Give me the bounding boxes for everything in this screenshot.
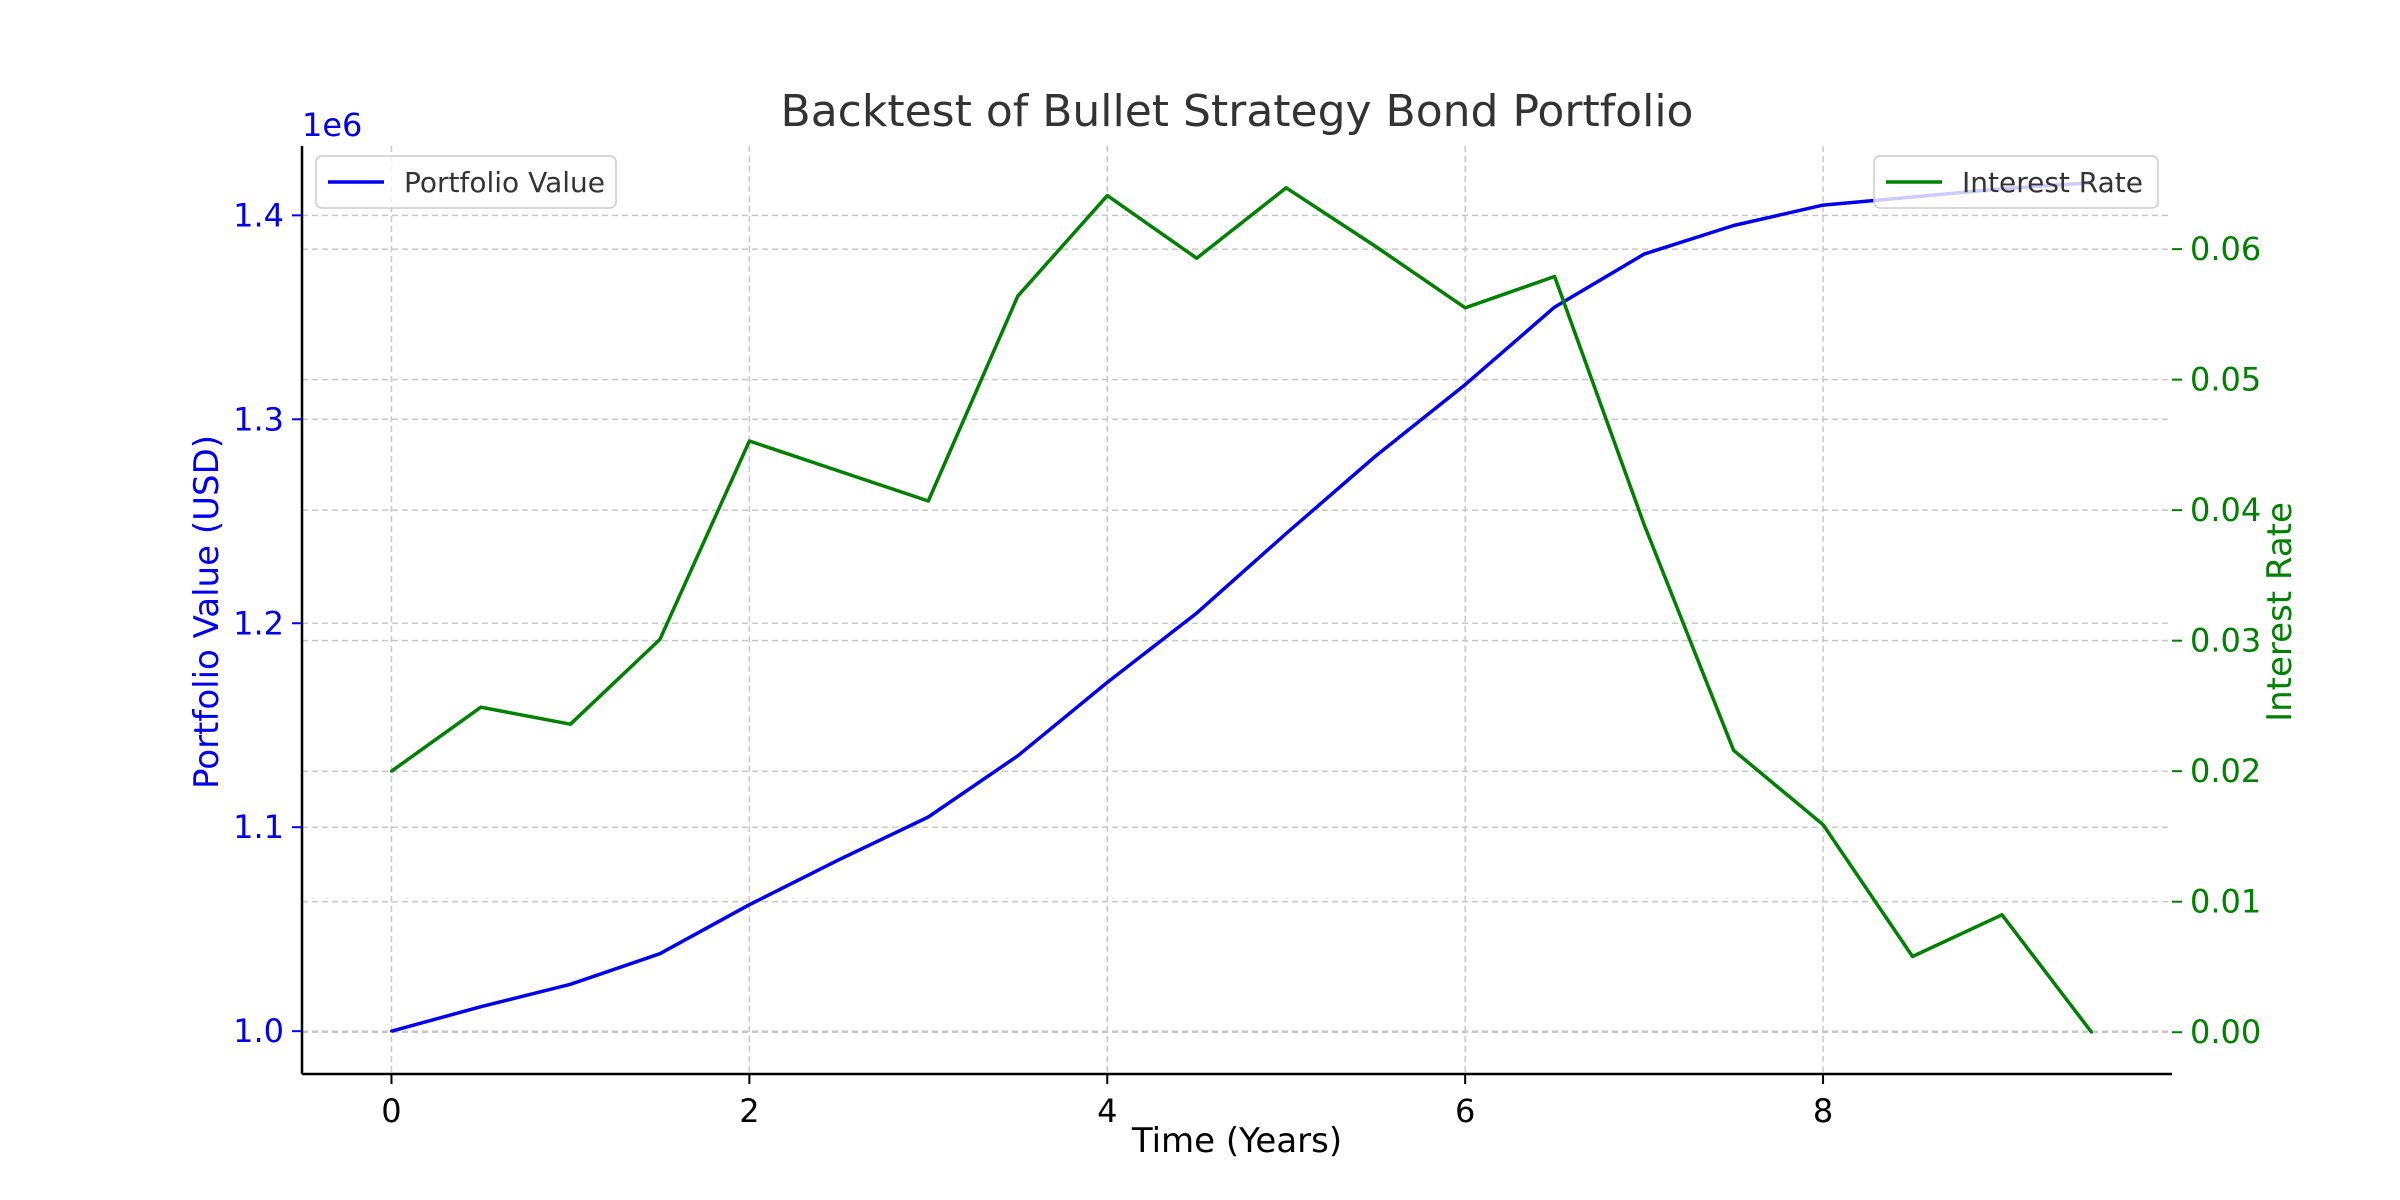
axis-layer: 0 2 4 6 8 1.0 1.1 1.2 1.3 1.4 0.00 0.01 0.02 0.03 0.04…: [233, 146, 2261, 1130]
y-axis-right-label: Interest Rate: [2260, 502, 2300, 722]
series-layer: [389, 180, 2093, 1034]
data-point-interest-rate-0: [389, 769, 393, 773]
x-axis-label: Time (Years): [1131, 1121, 1342, 1161]
data-point-portfolio-value-7: [1016, 754, 1020, 758]
data-point-portfolio-value-1: [479, 1005, 483, 1009]
legend-label-left: Portfolio Value: [404, 166, 605, 199]
data-point-portfolio-value-10: [1284, 532, 1288, 536]
data-point-interest-rate-18: [2000, 913, 2004, 917]
grid-layer: [302, 146, 2172, 1074]
y-right-tick-label-6: 0.06: [2190, 230, 2261, 268]
data-point-interest-rate-16: [1821, 823, 1825, 827]
x-tick-label-4: 8: [1813, 1092, 1833, 1130]
data-point-interest-rate-1: [479, 705, 483, 709]
legend-box-right: [1873, 155, 2159, 209]
y-left-tick-label-3: 1.3: [233, 400, 284, 438]
legend-layer: Portfolio Value Interest Rate: [315, 155, 2159, 209]
data-point-portfolio-value-3: [658, 952, 662, 956]
y-axis-left-offset-label: 1e6: [302, 106, 362, 144]
y-axis-left-label: Portfolio Value (USD): [187, 435, 227, 789]
y-right-tick-label-1: 0.01: [2190, 883, 2261, 921]
x-tick-label-0: 0: [381, 1092, 401, 1130]
series-line-portfolio-value: [391, 180, 2092, 1033]
x-tick-label-2: 4: [1097, 1092, 1117, 1130]
data-point-interest-rate-11: [1374, 245, 1378, 249]
data-point-portfolio-value-5: [837, 858, 841, 862]
series-line-interest-rate: [390, 186, 2093, 1034]
chart-title: Backtest of Bullet Strategy Bond Portfol…: [781, 86, 1694, 137]
data-point-interest-rate-2: [568, 722, 572, 726]
data-point-interest-rate-12: [1463, 306, 1467, 310]
y-right-tick-label-4: 0.04: [2190, 491, 2261, 529]
legend-box-left: [315, 155, 617, 209]
data-point-portfolio-value-12: [1463, 383, 1467, 387]
data-point-portfolio-value-13: [1553, 305, 1557, 309]
data-point-portfolio-value-16: [1821, 203, 1825, 207]
x-tick-label-1: 2: [739, 1092, 759, 1130]
data-point-interest-rate-17: [1911, 955, 1915, 959]
y-right-tick-label-3: 0.03: [2190, 622, 2261, 660]
data-point-interest-rate-5: [837, 469, 841, 473]
data-point-interest-rate-15: [1732, 748, 1736, 752]
data-point-portfolio-value-6: [926, 815, 930, 819]
data-point-portfolio-value-11: [1374, 454, 1378, 458]
y-left-tick-label-4: 1.4: [233, 196, 284, 234]
data-point-interest-rate-6: [926, 499, 930, 503]
data-point-portfolio-value-15: [1732, 224, 1736, 228]
y-right-tick-label-5: 0.05: [2190, 361, 2261, 399]
y-left-tick-label-0: 1.0: [233, 1012, 284, 1050]
data-point-portfolio-value-9: [1195, 611, 1199, 615]
legend-label-right: Interest Rate: [1962, 166, 2143, 199]
y-left-tick-label-2: 1.2: [233, 604, 284, 642]
data-point-interest-rate-14: [1642, 523, 1646, 527]
data-point-interest-rate-10: [1284, 186, 1288, 190]
data-point-portfolio-value-0: [389, 1029, 393, 1033]
y-left-tick-label-1: 1.1: [233, 808, 284, 846]
data-point-portfolio-value-8: [1105, 680, 1109, 684]
data-point-portfolio-value-4: [747, 903, 751, 907]
data-point-portfolio-value-2: [568, 982, 572, 986]
data-point-interest-rate-8: [1105, 194, 1109, 198]
data-point-interest-rate-13: [1553, 275, 1557, 279]
x-tick-label-3: 6: [1455, 1092, 1475, 1130]
y-right-tick-label-0: 0.00: [2190, 1013, 2261, 1051]
data-point-interest-rate-4: [747, 439, 751, 443]
data-point-interest-rate-3: [658, 637, 662, 641]
data-point-interest-rate-9: [1195, 256, 1199, 260]
data-point-interest-rate-19: [2089, 1030, 2093, 1034]
y-right-tick-label-2: 0.02: [2190, 752, 2261, 790]
data-point-interest-rate-7: [1016, 294, 1020, 298]
data-point-portfolio-value-14: [1642, 252, 1646, 256]
